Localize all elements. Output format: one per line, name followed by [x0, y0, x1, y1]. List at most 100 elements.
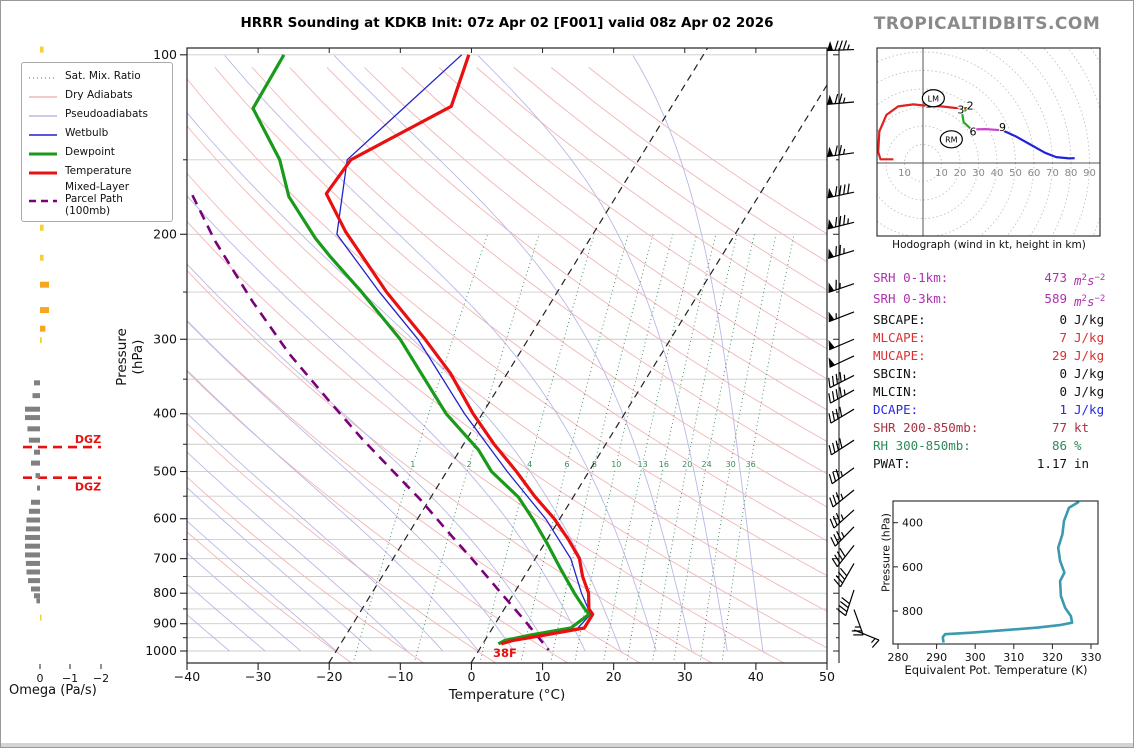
hodograph-caption: Hodograph (wind in kt, height in km): [892, 239, 1086, 251]
stat-label: SBCIN:: [873, 366, 919, 382]
svg-text:30: 30: [677, 669, 693, 684]
bottom-strip: [1, 743, 1133, 747]
wind-barb: [828, 279, 855, 293]
svg-text:330: 330: [1081, 651, 1102, 664]
legend-item-label: Pseudoadiabats: [65, 108, 148, 121]
stat-row-rh-300-850mb: RH 300-850mb: 86%: [873, 437, 1123, 455]
svg-text:90: 90: [1083, 168, 1096, 179]
stat-unit: J/kg: [1074, 366, 1105, 382]
svg-text:2: 2: [967, 100, 974, 113]
stat-row-pwat: PWAT: 1.17 in: [873, 455, 1123, 473]
stats-panel: SRH 0-1km: 473 m2s−2 SRH 0-3km: 589 m2s−2 SBCA…: [873, 269, 1123, 473]
svg-text:300: 300: [153, 331, 177, 346]
svg-text:−20: −20: [316, 669, 342, 684]
svg-text:70: 70: [1046, 168, 1059, 179]
svg-text:0: 0: [467, 669, 475, 684]
svg-text:60: 60: [1028, 168, 1041, 179]
stat-label: SBCAPE:: [873, 312, 926, 328]
svg-text:400: 400: [153, 406, 177, 421]
svg-text:600: 600: [153, 511, 177, 526]
stat-label: DCAPE:: [873, 402, 919, 418]
dgz-markers: DGZ DGZ: [23, 433, 101, 494]
stat-unit: m2s−2: [1074, 273, 1106, 289]
legend-sample-dewpoint: [28, 143, 58, 162]
svg-text:DGZ: DGZ: [75, 481, 101, 494]
wind-barb: [828, 467, 855, 485]
legend-sample-parcel: [28, 190, 58, 209]
svg-text:50: 50: [819, 669, 835, 684]
wind-barb: [828, 387, 855, 404]
legend-item: Dry Adiabats: [28, 86, 166, 105]
stat-label: MUCAPE:: [873, 348, 926, 364]
svg-text:6: 6: [564, 460, 569, 469]
stat-unit: %: [1074, 438, 1082, 454]
svg-text:−1: −1: [62, 672, 78, 685]
svg-text:310: 310: [1003, 651, 1024, 664]
stat-unit: J/kg: [1074, 384, 1105, 400]
surface-temp-label: 38F: [493, 646, 517, 660]
stat-row-mlcin: MLCIN: 0 J/kg: [873, 383, 1123, 401]
svg-text:800: 800: [153, 585, 177, 600]
stat-label: MLCAPE:: [873, 330, 926, 346]
wind-barb: [828, 244, 855, 260]
stat-value: 0: [1059, 312, 1067, 328]
svg-text:400: 400: [902, 517, 923, 530]
skewt-plot-area: 1 2 4 6 8 10 13 16 20 24 30 36: [187, 48, 827, 663]
stat-row-shr-200-850mb: SHR 200-850mb: 77 kt: [873, 419, 1123, 437]
page-title: HRRR Sounding at KDKB Init: 07z Apr 02 […: [240, 15, 774, 31]
svg-text:−10: −10: [387, 669, 413, 684]
svg-text:100: 100: [153, 47, 177, 62]
wind-barb: [827, 144, 855, 158]
svg-text:80: 80: [1065, 168, 1078, 179]
legend-item-label: Dry Adiabats: [65, 89, 133, 102]
stat-unit: J/kg: [1074, 402, 1105, 418]
svg-text:10: 10: [611, 460, 621, 469]
svg-text:30: 30: [726, 460, 736, 469]
legend-sample-pseudo: [28, 105, 58, 124]
wind-barb: [837, 589, 855, 617]
legend-item: Pseudoadiabats: [28, 105, 166, 124]
thetae-y-axis-label: Pressure (hPa): [879, 513, 893, 592]
wind-barb: [833, 563, 855, 588]
stat-unit: m2s−2: [1074, 294, 1106, 310]
legend-item: Dewpoint: [28, 143, 166, 162]
svg-text:50: 50: [1009, 168, 1022, 179]
stat-value: 473: [1044, 270, 1067, 285]
legend-item-label: Wetbulb: [65, 127, 109, 140]
stat-label: RH 300-850mb:: [873, 438, 971, 454]
stat-label: SRH 0-3km:: [873, 291, 949, 307]
legend-sample-mixratio: [28, 67, 58, 86]
wind-barb: [828, 338, 855, 351]
wind-barb: [828, 406, 855, 424]
svg-text:40: 40: [991, 168, 1004, 179]
legend-sample-wetbulb: [28, 124, 58, 143]
legend: Sat. Mix. Ratio Dry Adiabats Pseudoadiabat…: [21, 62, 173, 223]
wind-barb: [827, 93, 855, 105]
wind-barb: [829, 509, 855, 529]
stat-unit: kt: [1074, 420, 1090, 436]
svg-text:RM: RM: [945, 135, 958, 144]
svg-text:200: 200: [153, 226, 177, 241]
legend-item-label: Sat. Mix. Ratio: [65, 70, 141, 83]
stat-unit: J/kg: [1074, 312, 1105, 328]
watermark-logo: TROPICALTIDBITS.COM: [873, 14, 1101, 34]
svg-text:24: 24: [701, 460, 711, 469]
svg-text:9: 9: [999, 121, 1006, 134]
svg-text:−30: −30: [245, 669, 271, 684]
wind-barb: [828, 311, 855, 323]
stat-label: PWAT:: [873, 456, 911, 472]
svg-text:800: 800: [902, 605, 923, 618]
stat-row-mucape: MUCAPE: 29 J/kg: [873, 347, 1123, 365]
legend-sample-temperature: [28, 162, 58, 181]
svg-text:320: 320: [1042, 651, 1063, 664]
stat-unit: in: [1074, 456, 1090, 472]
svg-text:300: 300: [965, 651, 986, 664]
wind-barb: [830, 526, 855, 547]
wind-barb-column: [826, 40, 880, 663]
svg-text:10: 10: [898, 168, 911, 179]
svg-text:290: 290: [926, 651, 947, 664]
svg-text:4: 4: [527, 460, 532, 469]
wind-barb: [853, 629, 880, 648]
svg-text:−2: −2: [93, 672, 109, 685]
